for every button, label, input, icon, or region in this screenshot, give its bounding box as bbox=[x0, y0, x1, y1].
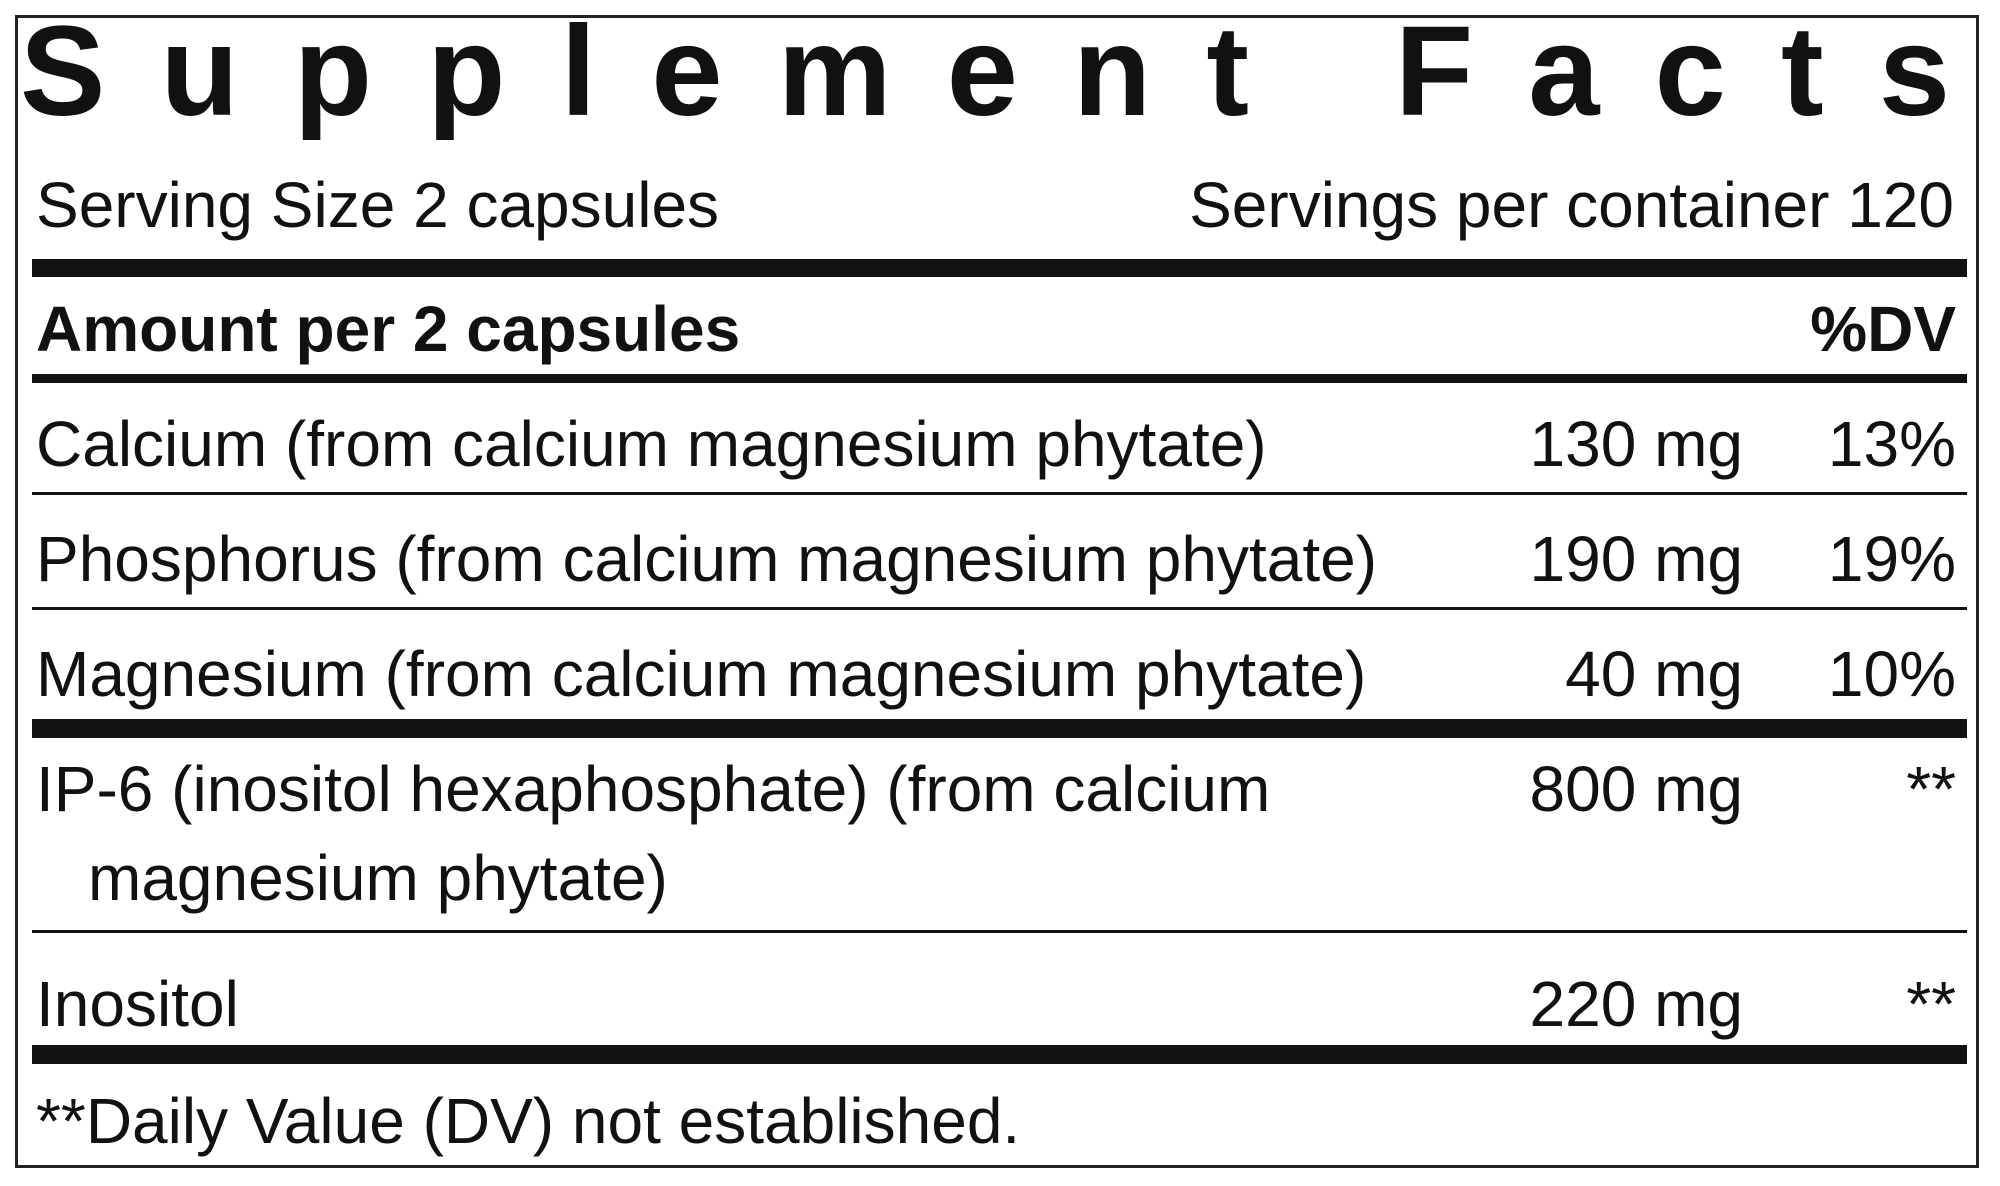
column-header: Amount per 2 capsules bbox=[36, 293, 741, 365]
amount: 40 mg bbox=[1565, 638, 1743, 710]
nutrient-name: Calcium (from calcium magnesium phytate) bbox=[36, 408, 1267, 480]
thin-rule bbox=[32, 607, 1967, 610]
daily-value: 19% bbox=[1827, 523, 1956, 595]
title-area: Supplement Facts bbox=[20, 0, 1950, 140]
daily-value: ** bbox=[1906, 968, 1956, 1040]
amount: 800 mg bbox=[1529, 753, 1743, 825]
thick-rule bbox=[32, 719, 1967, 738]
thick-rule bbox=[32, 1045, 1967, 1064]
title: Supplement Facts bbox=[20, 0, 1950, 140]
nutrient-name: Phosphorus (from calcium magnesium phyta… bbox=[36, 523, 1377, 595]
servings-per-container: Servings per container 120 bbox=[1189, 169, 1954, 241]
daily-value: 13% bbox=[1827, 408, 1956, 480]
footnote: **Daily Value (DV) not established. bbox=[36, 1085, 1021, 1157]
medium-rule bbox=[32, 374, 1967, 383]
column-header: %DV bbox=[1810, 293, 1956, 365]
amount: 190 mg bbox=[1529, 523, 1743, 595]
thick-rule bbox=[32, 259, 1967, 277]
daily-value: 10% bbox=[1827, 638, 1956, 710]
thin-rule bbox=[32, 930, 1967, 933]
serving-size: Serving Size 2 capsules bbox=[36, 169, 720, 241]
daily-value: ** bbox=[1906, 753, 1956, 825]
amount: 130 mg bbox=[1529, 408, 1743, 480]
thin-rule bbox=[32, 492, 1967, 495]
nutrient-name: Inositol bbox=[36, 968, 239, 1040]
amount: 220 mg bbox=[1529, 968, 1743, 1040]
nutrient-name: IP-6 (inositol hexaphosphate) (from calc… bbox=[36, 753, 1271, 914]
panel-border bbox=[15, 15, 1979, 1168]
nutrient-name: Magnesium (from calcium magnesium phytat… bbox=[36, 638, 1367, 710]
